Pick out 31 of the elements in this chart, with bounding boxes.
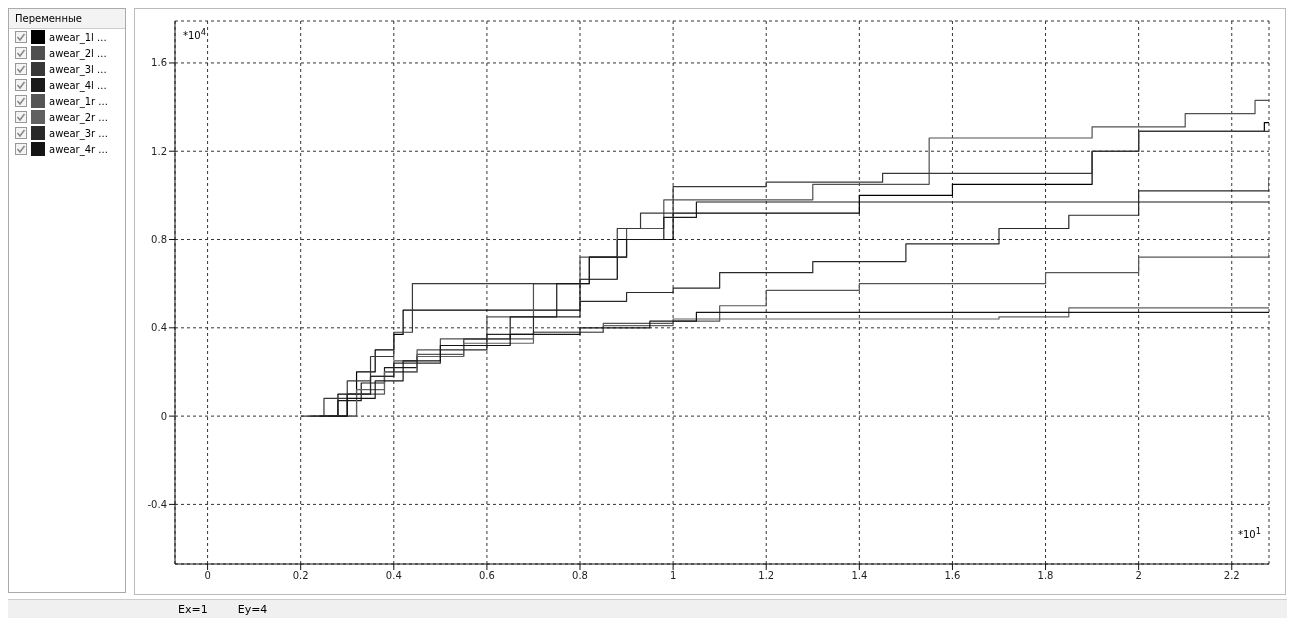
legend-label: awear_3r ... — [49, 127, 108, 139]
x-tick-label: 0 — [204, 570, 211, 582]
y-axis-title: *10$^{4}$ — [183, 27, 207, 42]
x-tick-label: 2.2 — [1223, 570, 1240, 582]
x-tick-label: 0.4 — [385, 570, 402, 582]
x-tick-label: 2 — [1135, 570, 1142, 582]
x-tick-label: 1 — [669, 570, 677, 582]
legend-title: Переменные — [9, 9, 125, 29]
legend-label: awear_4l ... — [49, 79, 107, 91]
y-tick-label: 1.6 — [151, 57, 167, 69]
y-tick-label: -0.4 — [147, 498, 167, 510]
text: Ex=1 — [178, 602, 208, 616]
y-tick-label: 1.2 — [151, 145, 167, 157]
x-tick-label: 1.4 — [851, 570, 868, 582]
y-tick-label: 0.4 — [151, 322, 167, 334]
y-tick-label: 0 — [160, 410, 167, 422]
legend-label: awear_4r ... — [49, 143, 108, 155]
legend-label: awear_2r ... — [49, 111, 108, 123]
x-axis-title: *10$^{1}$ — [1237, 525, 1261, 540]
x-tick-label: 0.8 — [572, 570, 588, 582]
y-tick-label: 0.8 — [151, 234, 167, 246]
legend-label: awear_2l ... — [49, 47, 107, 59]
x-tick-label: 0.2 — [292, 570, 309, 582]
x-tick-label: 1.6 — [944, 570, 961, 582]
legend-label: awear_1r ... — [49, 95, 108, 107]
legend-label: awear_3l ... — [49, 63, 107, 75]
text: Ey=4 — [237, 602, 268, 616]
legend-label: awear_1l ... — [49, 31, 107, 43]
x-tick-label: 1.8 — [1037, 570, 1054, 582]
x-tick-label: 0.6 — [478, 570, 495, 582]
x-tick-label: 1.2 — [758, 570, 775, 582]
